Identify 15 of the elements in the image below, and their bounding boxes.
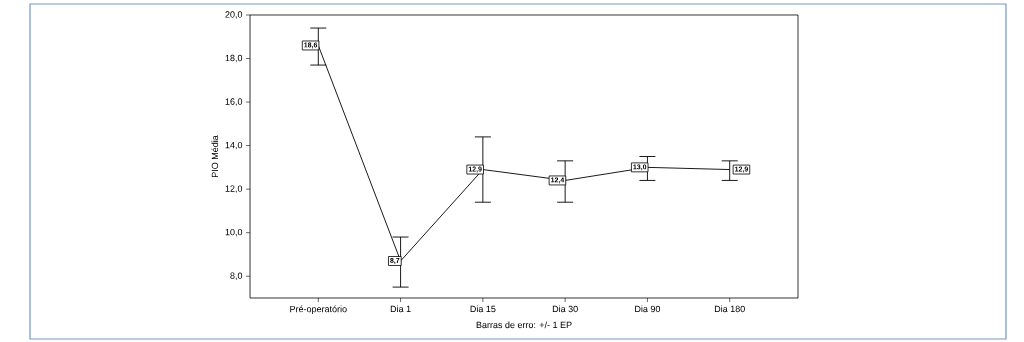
x-tick-label: Dia 30 [552,305,578,313]
y-tick-label: 10,0 [225,228,243,237]
x-tick-label: Dia 180 [714,305,745,313]
x-tick-label: Pré-operatório [290,305,347,315]
x-tick-label: Dia 90 [635,305,661,313]
y-tick-label: 12,0 [225,185,243,193]
x-tick-label: Dia 15 [470,305,496,313]
y-tick-label: 18,0 [225,54,243,63]
y-tick-label: 20,0 [225,11,243,19]
y-axis-title: PIO Média [211,135,219,178]
text: Barras de erro: +/- 1 EP [476,321,572,329]
y-tick-label: 14,0 [225,141,243,150]
y-tick-label: 8,0 [230,272,243,280]
x-tick-label: Dia 1 [390,305,411,313]
y-tick-label: 16,0 [225,98,243,106]
